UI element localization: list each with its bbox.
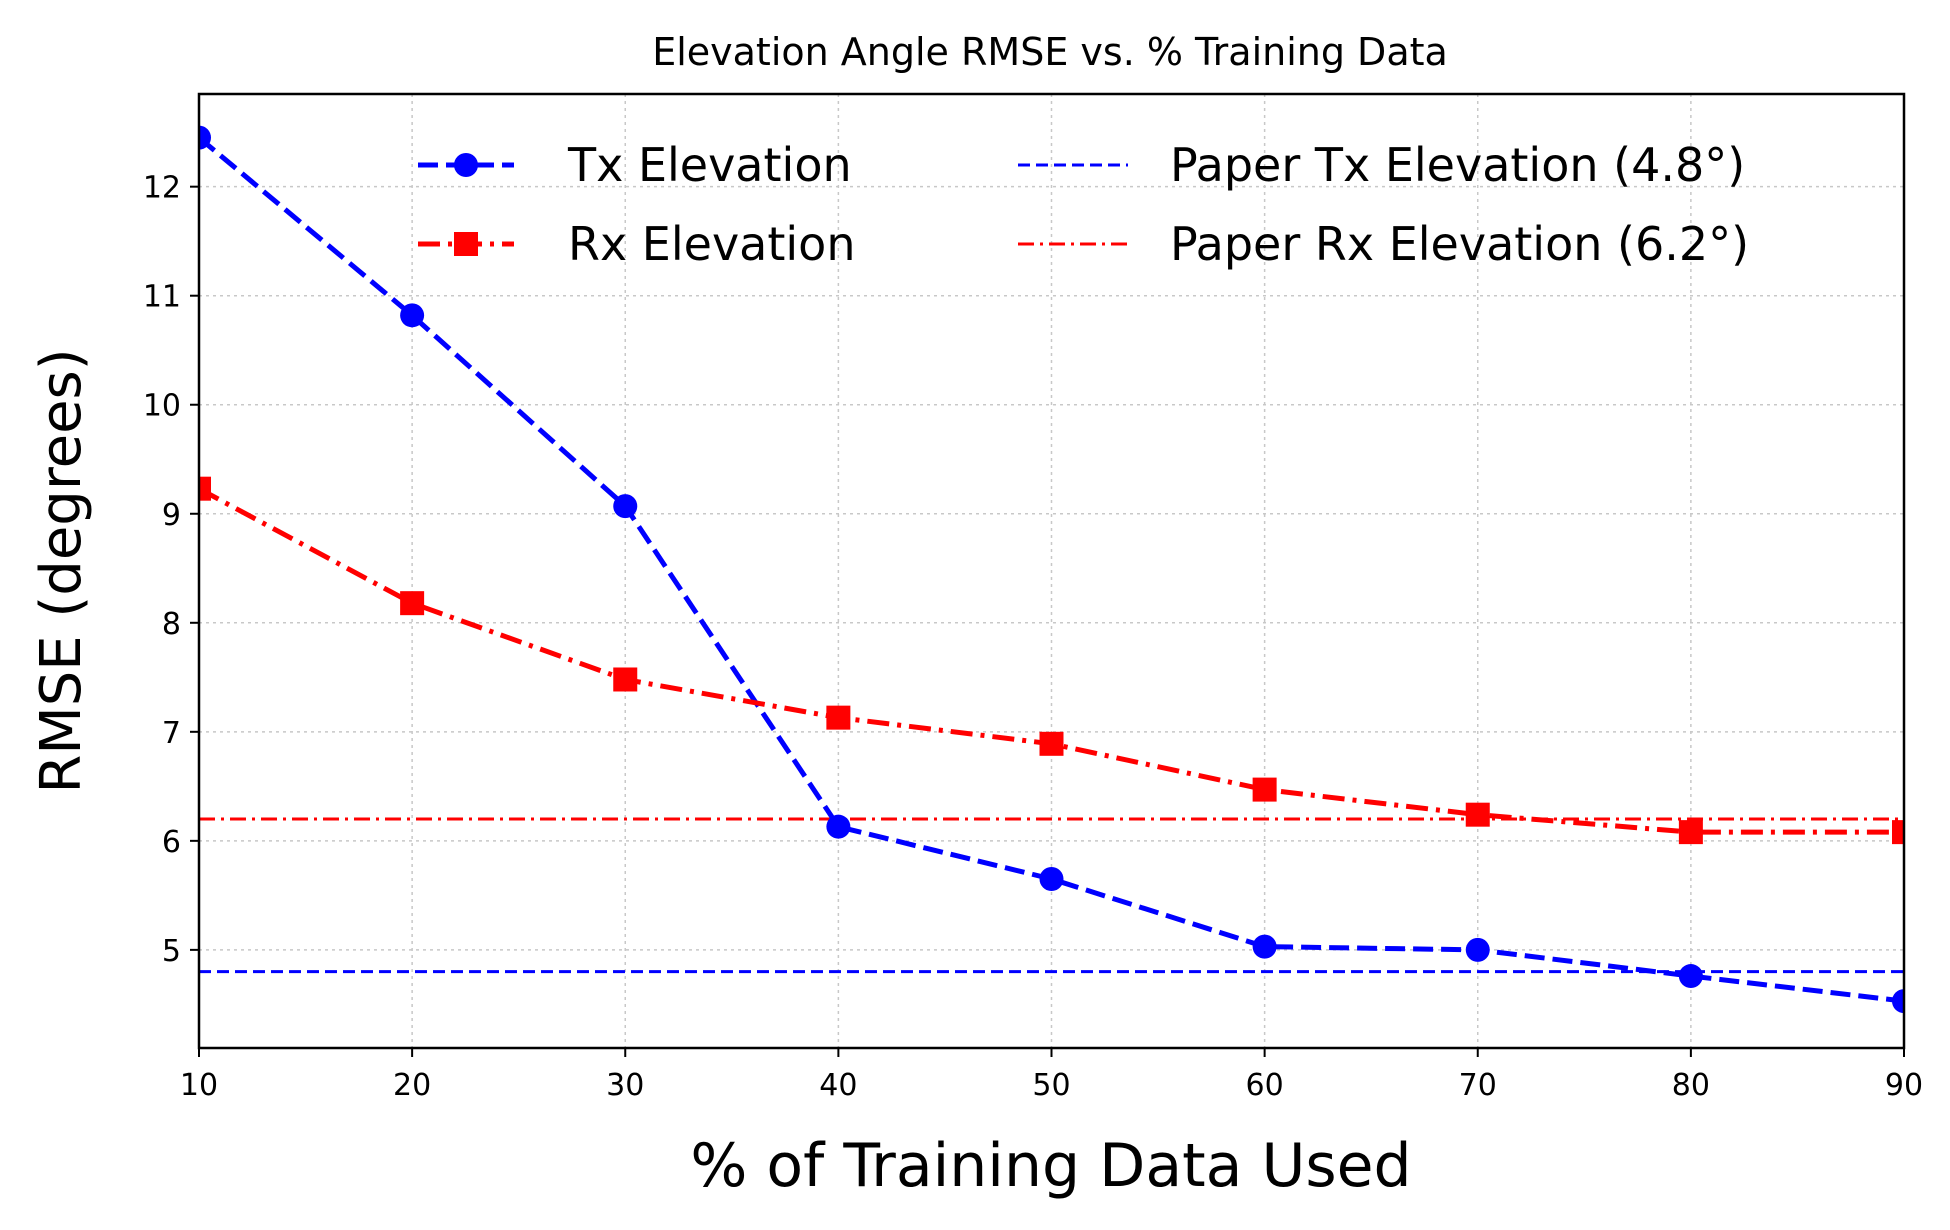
x-axis-label: % of Training Data Used (690, 1131, 1411, 1201)
data-point (826, 705, 851, 730)
x-axis-ticks: 10 20 30 40 50 60 70 80 90 (180, 1048, 1923, 1103)
reference-lines (199, 817, 1904, 974)
data-point (1892, 989, 1904, 1014)
legend-item: Rx Elevation (418, 217, 855, 271)
legend-label: Tx Elevation (567, 138, 852, 192)
data-point (400, 303, 425, 328)
y-tick-label: 7 (162, 716, 181, 751)
data-point (1465, 802, 1490, 827)
x-tick-label: 60 (1246, 1068, 1284, 1103)
x-tick-label: 70 (1459, 1068, 1497, 1103)
y-tick-label: 8 (162, 607, 181, 642)
x-tick-label: 80 (1672, 1068, 1710, 1103)
data-point (400, 591, 425, 616)
x-tick-label: 10 (180, 1068, 218, 1103)
data-point (1678, 964, 1703, 989)
legend-label: Paper Tx Elevation (4.8°) (1170, 138, 1745, 192)
legend-label: Rx Elevation (568, 217, 855, 271)
legend-marker (454, 153, 478, 177)
x-tick-label: 50 (1032, 1068, 1070, 1103)
y-tick-label: 6 (162, 825, 181, 860)
data-point (1465, 937, 1490, 962)
data-point (199, 125, 211, 150)
y-tick-label: 5 (162, 934, 181, 969)
data-point (1039, 731, 1064, 756)
y-axis-ticks: 5 6 7 8 9 10 11 12 (143, 171, 199, 969)
x-tick-label: 90 (1885, 1068, 1923, 1103)
data-point (1892, 820, 1904, 845)
data-series (199, 125, 1904, 1014)
y-tick-label: 9 (162, 498, 181, 533)
y-tick-label: 12 (143, 171, 181, 206)
legend-item: Paper Tx Elevation (4.8°) (1018, 138, 1745, 192)
legend-item: Paper Rx Elevation (6.2°) (1018, 217, 1749, 271)
legend: Tx Elevation Rx Elevation Paper Tx Elevati… (418, 138, 1749, 271)
x-tick-label: 20 (393, 1068, 431, 1103)
data-point (1252, 934, 1277, 959)
chart-title: Elevation Angle RMSE vs. % Training Data (652, 30, 1448, 74)
y-tick-label: 10 (143, 389, 181, 424)
legend-item: Tx Elevation (418, 138, 852, 192)
y-axis-label: RMSE (degrees) (29, 348, 94, 793)
data-point (613, 667, 638, 692)
data-point (199, 476, 211, 501)
x-tick-label: 30 (606, 1068, 644, 1103)
data-point (826, 814, 851, 839)
data-point (1039, 867, 1064, 892)
legend-marker (454, 232, 478, 256)
data-point (613, 494, 638, 519)
y-tick-label: 11 (143, 280, 181, 315)
data-point (1252, 777, 1277, 802)
data-point (1678, 820, 1703, 845)
legend-label: Paper Rx Elevation (6.2°) (1170, 217, 1749, 271)
x-tick-label: 40 (819, 1068, 857, 1103)
